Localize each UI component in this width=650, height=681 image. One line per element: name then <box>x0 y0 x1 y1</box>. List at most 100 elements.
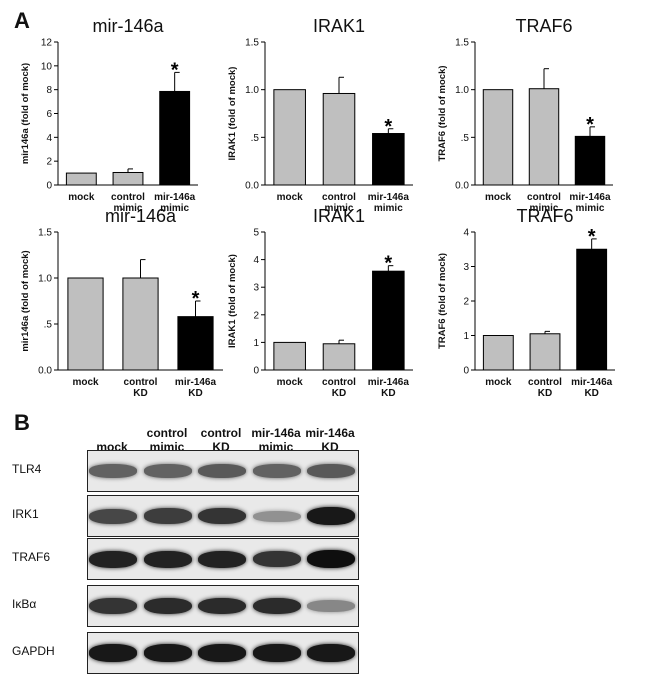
blot-band <box>89 464 137 478</box>
bar <box>65 172 97 186</box>
y-tick-label: 0 <box>46 181 52 192</box>
y-tick-label: 4 <box>46 133 52 144</box>
bar <box>576 248 608 371</box>
y-tick-label: 2 <box>253 310 259 321</box>
bar <box>372 270 405 371</box>
y-tick-label: .5 <box>44 320 53 331</box>
category-label: control KD <box>124 377 158 399</box>
blot-row-label: IRK1 <box>12 507 39 521</box>
bar <box>177 316 214 371</box>
blot-band <box>253 510 301 522</box>
y-tick-label: 1 <box>253 338 259 349</box>
bar <box>273 89 306 186</box>
chart-title: TRAF6 <box>516 206 573 226</box>
blot-band <box>144 508 192 524</box>
category-label: mock <box>277 377 304 388</box>
bar <box>322 343 356 371</box>
bar <box>67 277 104 371</box>
blot-strip <box>87 495 359 537</box>
blot-band <box>89 508 137 524</box>
blot-band <box>253 597 301 615</box>
blot-strip <box>87 585 359 627</box>
category-label: control mimic <box>527 192 561 214</box>
category-label: mock <box>485 377 512 388</box>
category-label: mir-146a KD <box>571 377 613 399</box>
blot-band <box>144 464 192 478</box>
significance-marker: * <box>192 288 200 310</box>
significance-marker: * <box>171 59 179 81</box>
y-tick-label: 12 <box>41 38 53 49</box>
y-tick-label: 1.0 <box>455 85 469 96</box>
blot-band <box>307 600 355 612</box>
bar <box>122 277 159 371</box>
y-tick-label: 1.0 <box>245 85 259 96</box>
chart-title: TRAF6 <box>515 16 572 36</box>
y-tick-label: 2 <box>46 157 52 168</box>
y-tick-label: 0 <box>253 366 259 377</box>
y-tick-label: 1.0 <box>38 274 52 285</box>
blot-row-label: GAPDH <box>12 644 55 658</box>
blot-band <box>198 464 246 478</box>
significance-marker: * <box>384 253 392 275</box>
blot-band <box>144 597 192 615</box>
blot-row-label: TRAF6 <box>12 550 51 564</box>
chart-title: mir-146a <box>105 206 177 226</box>
category-label: mir-146a mimic <box>368 192 410 214</box>
blot-band <box>307 550 355 568</box>
y-tick-label: 0.0 <box>38 366 52 377</box>
y-tick-label: 0 <box>463 366 469 377</box>
bar <box>529 333 561 371</box>
y-tick-label: 4 <box>253 255 259 266</box>
bar <box>112 171 144 186</box>
blot-band <box>198 597 246 615</box>
category-label: control mimic <box>111 192 145 214</box>
blot-band <box>198 644 246 662</box>
blot-band <box>253 644 301 662</box>
category-label: mock <box>72 377 99 388</box>
significance-marker: * <box>384 116 392 138</box>
bar <box>159 90 191 186</box>
y-tick-label: 0.0 <box>245 181 259 192</box>
category-label: mock <box>68 192 95 203</box>
bar <box>574 135 606 186</box>
y-tick-label: 1.5 <box>245 38 259 49</box>
y-tick-label: 0.0 <box>455 181 469 192</box>
panel-letter-a: A <box>14 8 30 33</box>
y-tick-label: 4 <box>463 228 469 239</box>
blot-row-label: TLR4 <box>12 462 42 476</box>
category-label: control KD <box>322 377 356 399</box>
y-tick-label: .5 <box>251 133 260 144</box>
y-tick-label: 10 <box>41 61 53 72</box>
y-tick-label: 5 <box>253 228 259 239</box>
bar <box>273 341 306 371</box>
y-tick-label: 3 <box>253 283 259 294</box>
blot-band <box>89 644 137 662</box>
chart-title: mir-146a <box>92 16 164 36</box>
y-tick-label: 1 <box>463 331 469 342</box>
blot-band <box>253 551 301 567</box>
blot-band <box>89 598 137 614</box>
category-label: mock <box>277 192 304 203</box>
blot-band <box>253 464 301 478</box>
blot-strip <box>87 450 359 492</box>
y-axis-label: mir146a (fold of mock) <box>20 63 31 164</box>
significance-marker: * <box>588 226 596 248</box>
y-tick-label: 1.5 <box>455 38 469 49</box>
y-tick-label: 1.5 <box>38 228 52 239</box>
panel-letter-b: B <box>14 410 30 435</box>
western-blot: mock control mimic control KD mir-146a mimic mi… <box>0 400 650 681</box>
blot-strip <box>87 632 359 674</box>
category-label: control mimic <box>322 192 356 214</box>
y-tick-label: .5 <box>461 133 470 144</box>
blot-band <box>307 464 355 478</box>
blot-band <box>198 508 246 524</box>
bar <box>482 335 514 371</box>
category-label: control KD <box>528 377 562 399</box>
category-label: mir-146a mimic <box>154 192 196 214</box>
blot-band <box>144 550 192 568</box>
chart-title: IRAK1 <box>313 16 365 36</box>
blot-band <box>144 644 192 662</box>
bar <box>482 89 514 186</box>
y-tick-label: 3 <box>463 262 469 273</box>
